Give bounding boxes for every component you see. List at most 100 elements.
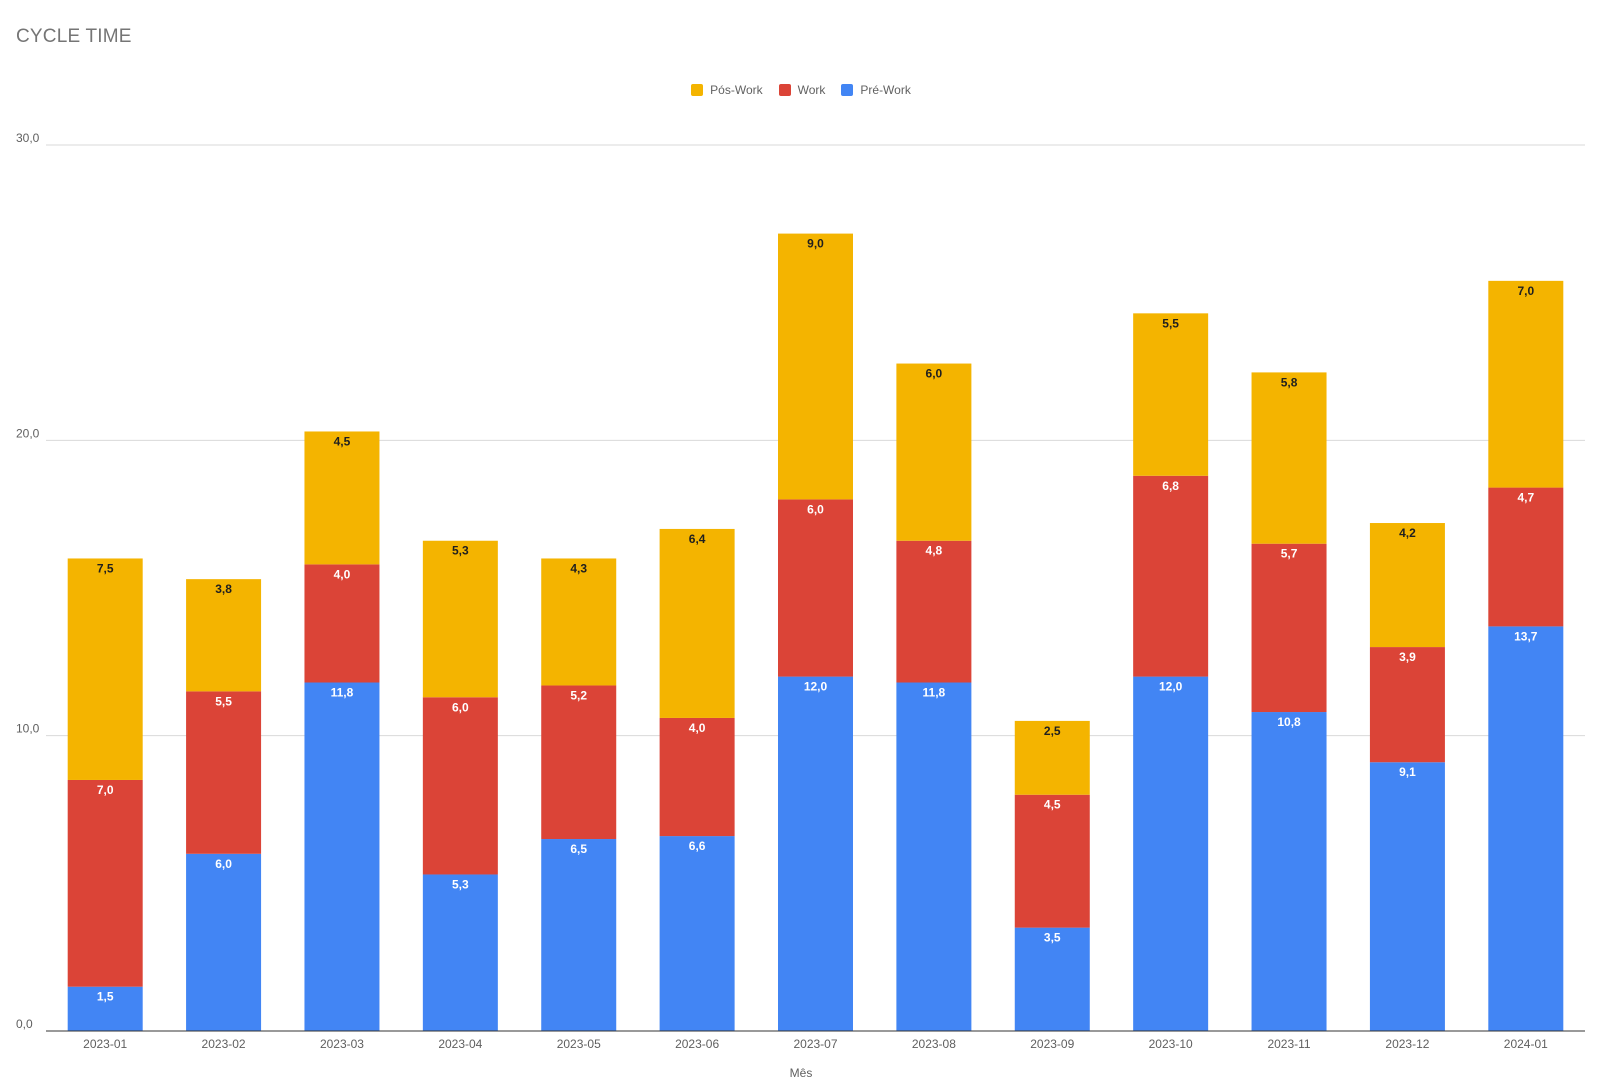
data-label: 5,3 [452, 877, 469, 891]
data-label: 4,8 [926, 544, 943, 558]
data-label: 7,0 [97, 783, 114, 797]
bar-segment [422, 540, 498, 698]
data-label: 1,5 [97, 990, 114, 1004]
bar-segment [67, 986, 143, 1031]
data-label: 4,0 [689, 721, 706, 735]
bar-segment [896, 363, 972, 541]
x-tick-label: 2023-11 [1267, 1037, 1310, 1051]
x-tick-label: 2023-02 [202, 1037, 246, 1051]
bar-segment [186, 691, 262, 854]
legend-label: Pré-Work [860, 83, 911, 97]
bar-segment [1014, 927, 1090, 1031]
bar-segment [659, 836, 735, 1031]
data-label: 3,5 [1044, 931, 1061, 945]
bar-segment [67, 558, 143, 780]
bar-segment [778, 233, 853, 500]
bar-segment [541, 839, 617, 1031]
data-label: 2,5 [1044, 724, 1061, 738]
x-axis-title: Mês [789, 1066, 813, 1080]
data-label: 11,8 [923, 686, 946, 700]
bar-segment [778, 499, 853, 677]
x-tick-label: 2023-10 [1149, 1037, 1193, 1051]
legend-item: Pré-Work [841, 83, 911, 97]
data-label: 5,5 [1162, 316, 1179, 330]
bar-segment [304, 564, 380, 683]
y-tick-label: 20,0 [16, 426, 40, 440]
chart-title: CYCLE TIME [16, 26, 132, 47]
y-tick-label: 30,0 [16, 131, 40, 145]
data-label: 11,8 [331, 686, 354, 700]
data-label: 10,8 [1277, 715, 1301, 729]
data-label: 5,2 [570, 688, 587, 702]
bar-segment [304, 431, 380, 565]
bar-segment [304, 682, 380, 1031]
bar-segment [67, 779, 143, 987]
x-tick-label: 2024-01 [1504, 1037, 1548, 1051]
bar-segment [659, 717, 735, 837]
data-label: 6,0 [807, 502, 824, 516]
data-label: 6,0 [215, 857, 232, 871]
x-tick-label: 2023-09 [1030, 1037, 1074, 1051]
data-label: 3,9 [1399, 650, 1416, 664]
bar-segment [1133, 475, 1209, 677]
data-label: 4,7 [1517, 491, 1534, 505]
bar-segment [1369, 647, 1445, 763]
legend-label: Pós-Work [710, 83, 763, 97]
data-label: 13,7 [1514, 629, 1538, 643]
bar-segment [896, 682, 972, 1031]
bar-segment [1014, 720, 1090, 795]
data-label: 6,8 [1162, 479, 1179, 493]
data-label: 4,0 [334, 567, 351, 581]
bar-segment [1369, 523, 1445, 648]
legend-item: Pós-Work [691, 83, 763, 97]
bar-segment [422, 697, 498, 875]
y-tick-label: 10,0 [16, 722, 40, 736]
data-label: 7,5 [97, 561, 114, 575]
bar-segment [1488, 487, 1564, 627]
data-label: 5,5 [215, 694, 232, 708]
data-label: 4,5 [1044, 798, 1061, 812]
data-label: 12,0 [804, 680, 828, 694]
bar-segment [541, 685, 617, 840]
x-tick-label: 2023-03 [320, 1037, 364, 1051]
data-label: 9,0 [807, 237, 824, 251]
data-label: 9,1 [1399, 765, 1416, 779]
x-tick-label: 2023-01 [83, 1037, 127, 1051]
legend-swatch [778, 84, 791, 96]
data-label: 4,3 [570, 561, 587, 575]
data-label: 6,4 [689, 532, 706, 546]
data-label: 6,0 [452, 700, 469, 714]
data-label: 7,0 [1517, 284, 1534, 298]
bar-segment [1251, 543, 1327, 713]
data-label: 4,5 [334, 434, 351, 448]
bar-segment [1251, 372, 1327, 544]
bar-segment [1133, 676, 1209, 1031]
x-tick-label: 2023-05 [557, 1037, 601, 1051]
x-tick-label: 2023-12 [1385, 1037, 1429, 1051]
bar-segment [659, 528, 735, 718]
x-tick-label: 2023-06 [675, 1037, 719, 1051]
bar-segment [1133, 313, 1209, 476]
data-label: 6,0 [926, 367, 943, 381]
data-label: 3,8 [215, 582, 232, 596]
x-tick-label: 2023-08 [912, 1037, 956, 1051]
data-label: 12,0 [1159, 680, 1183, 694]
bar-segment [186, 853, 262, 1031]
legend-label: Work [797, 83, 826, 97]
data-label: 6,5 [570, 842, 587, 856]
bar-segment [1369, 762, 1445, 1031]
bar-segment [778, 676, 853, 1031]
bar-segment [422, 874, 498, 1031]
bar-segment [541, 558, 617, 686]
chart-legend: Pós-Work Work Pré-Work [0, 83, 1602, 97]
data-label: 5,3 [452, 544, 469, 558]
data-label: 6,6 [689, 839, 706, 853]
legend-swatch [841, 84, 854, 96]
bar-segment [1488, 626, 1564, 1031]
legend-swatch [691, 84, 704, 96]
bar-segment [1251, 712, 1327, 1031]
y-tick-label: 0,0 [16, 1017, 33, 1031]
legend-item: Work [778, 83, 826, 97]
x-tick-label: 2023-07 [793, 1037, 837, 1051]
